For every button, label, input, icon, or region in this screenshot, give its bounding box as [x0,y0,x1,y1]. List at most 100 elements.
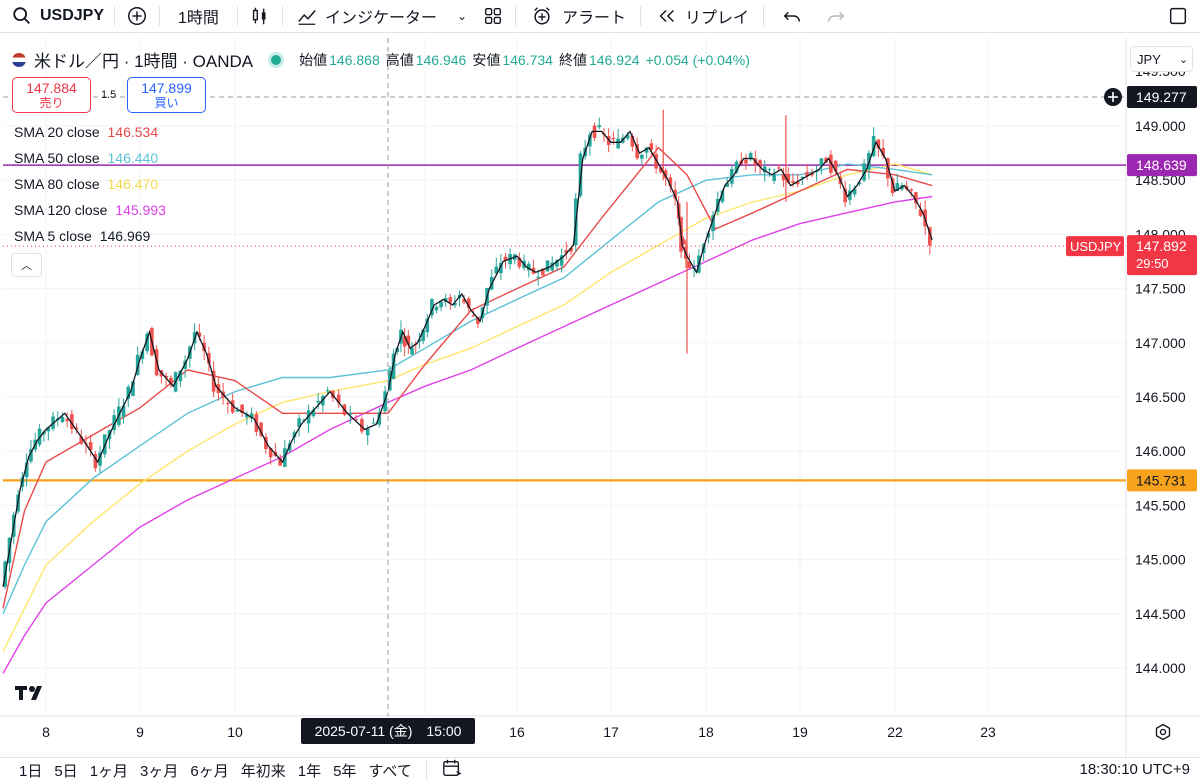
candle-body [499,262,503,274]
date-range-button[interactable] [441,758,463,782]
range-5y[interactable]: 5年 [333,762,357,780]
candle-body [564,250,569,254]
y-tick-label: 146.000 [1135,443,1186,459]
alert-button[interactable]: アラート [520,0,636,33]
candle-body [681,239,686,245]
candle-body [402,336,407,347]
sma-80-legend[interactable]: SMA 80 close 146.470 [14,176,158,192]
candle-body [178,370,183,382]
calendar-icon [441,758,463,782]
sell-button[interactable]: 147.884 売り [12,77,91,113]
tradingview-logo [15,684,51,707]
range-3m[interactable]: 3ヶ月 [140,762,179,780]
candle-body [767,169,772,171]
candle-body [517,257,522,267]
high-value: 146.946 [415,51,467,68]
candle-body [235,410,240,412]
candle-body [928,227,932,246]
bottom-toolbar: 1日 5日 1ヶ月 3ヶ月 6ヶ月 年初来 1年 5年 すべて 18:30:10… [0,757,1200,782]
symbol-search[interactable]: USDJPY [0,0,110,33]
candle-body [249,413,254,419]
candle-body [46,427,51,432]
gear-icon [1153,723,1173,746]
candle-body [466,298,471,308]
range-1m[interactable]: 1ヶ月 [89,762,129,780]
range-1y[interactable]: 1年 [297,762,322,780]
candle-body [164,375,168,378]
candle-body [292,432,297,438]
candle-body [371,422,376,424]
sma-line-sma-5 [2,130,933,587]
candle-body [555,260,559,267]
candle-body [597,125,602,128]
interval-button[interactable]: 1時間 [178,10,219,27]
range-all[interactable]: すべて [368,762,412,780]
search-icon [10,4,34,28]
toolbar-divider [236,6,238,26]
range-1d[interactable]: 1日 [19,762,43,780]
compare-button[interactable] [119,0,155,33]
replay-button[interactable]: リプレイ [645,0,759,33]
chart-settings-button[interactable] [1153,722,1173,747]
fullscreen-button[interactable] [1160,0,1196,33]
range-5d[interactable]: 5日 [54,762,78,780]
x-tick-label: 23 [980,724,996,740]
candle-body [640,154,644,159]
sell-label: 売り [39,96,64,110]
layouts-button[interactable] [475,0,511,33]
support-price-label: 145.731 [1136,472,1187,488]
open-value: 146.868 [329,51,380,68]
sma-50-legend[interactable]: SMA 50 close 146.440 [14,150,158,166]
range-6m[interactable]: 6ヶ月 [190,762,229,780]
candle-body [748,153,753,160]
undo-button[interactable] [768,0,816,33]
currency-selector[interactable]: JPY ⌄ [1130,46,1193,72]
candle-body [259,422,263,436]
candlestick-icon [248,4,272,28]
range-ytd[interactable]: 年初来 [240,762,286,780]
indicators-icon [295,4,319,28]
candle-body [24,462,29,478]
low-value: 146.734 [502,51,553,68]
redo-button[interactable] [816,0,856,33]
plot-area[interactable] [3,38,1126,716]
candle-body [649,143,654,150]
candle-body [800,177,805,179]
sma-80-name: SMA 80 close [14,176,100,192]
candle-body [230,400,235,413]
candle-body [268,447,273,458]
toolbar-divider [114,6,116,26]
crosshair-price-label: 149.277 [1136,89,1187,105]
candle-body [140,351,145,360]
bar-countdown-label: 29:50 [1136,256,1169,271]
candle-body [207,353,211,364]
candle-body [316,400,320,403]
sma-120-legend[interactable]: SMA 120 close 145.993 [14,202,166,218]
candle-body [245,413,249,418]
sma-120-value: 145.993 [115,202,166,218]
sma-20-legend[interactable]: SMA 20 close 146.534 [14,124,158,140]
candle-body [211,370,216,392]
candle-body [871,136,876,157]
candle-body [325,390,330,392]
toolbar-divider [281,6,283,26]
chart-type-button[interactable] [242,0,278,33]
candle-body [70,414,74,430]
candle-body [730,168,734,184]
sma-120-name: SMA 120 close [14,202,108,218]
collapse-legend-button[interactable]: ︿ [11,253,42,277]
candle-body [772,174,776,181]
candle-body [668,177,673,187]
sma-5-legend[interactable]: SMA 5 close 146.969 [14,228,150,244]
indicators-button[interactable]: インジケーター ⌄ [287,0,475,33]
candle-body [439,301,443,308]
candle-body [197,332,202,337]
candle-body [240,404,244,414]
buy-button[interactable]: 147.899 買い [127,77,206,113]
price-chart[interactable]: 144.000 144.500 145.000 145.500 146.000 146.5… [0,0,1200,757]
candle-body [762,166,767,173]
candle-body [791,180,795,183]
candle-body [852,188,857,195]
buy-price: 147.899 [141,80,192,96]
candle-body [559,255,564,266]
